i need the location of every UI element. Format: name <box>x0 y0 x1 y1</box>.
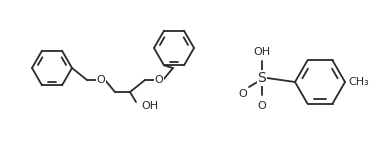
Text: O: O <box>258 101 266 111</box>
Text: CH₃: CH₃ <box>348 77 369 87</box>
Text: O: O <box>239 89 248 99</box>
Text: OH: OH <box>253 47 271 57</box>
Text: OH: OH <box>141 101 158 111</box>
Text: O: O <box>97 75 106 85</box>
Text: O: O <box>154 75 163 85</box>
Text: S: S <box>258 71 266 85</box>
